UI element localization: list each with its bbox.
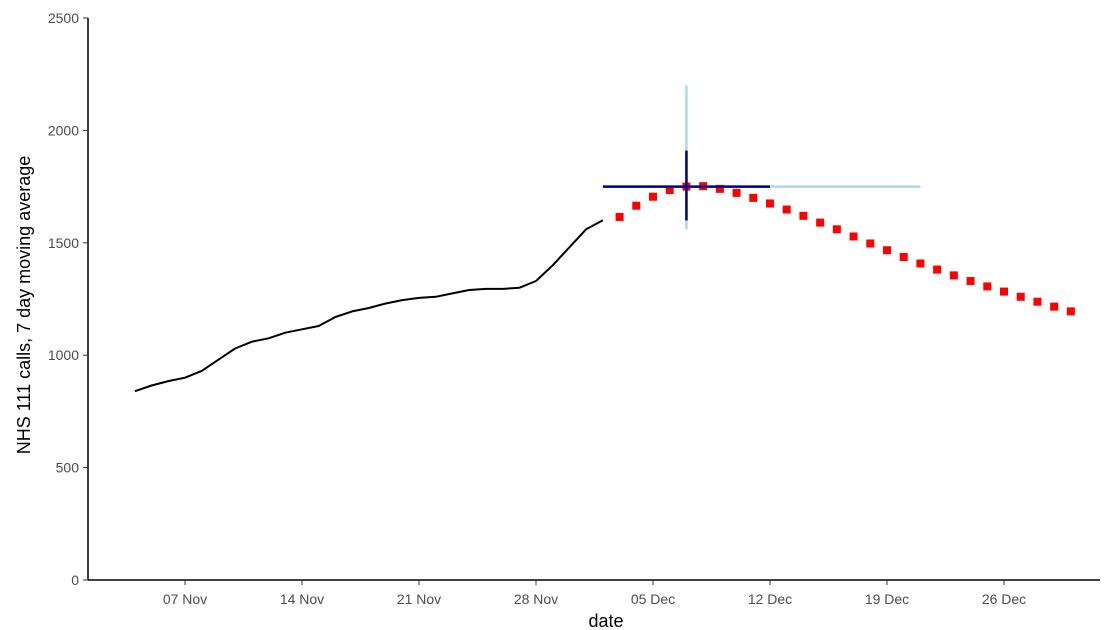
series-line-observed [134,219,604,393]
y-tick-label: 0 [71,572,79,588]
forecast-point [849,232,858,241]
y-tick-label: 2500 [48,10,79,26]
forecast-point [732,188,741,197]
y-tick-label: 2000 [48,122,79,138]
forecast-point [966,277,975,286]
forecast-point [1066,307,1075,316]
forecast-point [933,265,942,274]
y-tick-label: 1000 [48,347,79,363]
forecast-point [949,271,958,280]
y-tick-label: 1500 [48,235,79,251]
y-ticks: 0 500 1000 1500 2000 2500 [48,10,88,588]
forecast-point [866,239,875,248]
forecast-point [649,192,657,201]
forecast-point [799,211,808,220]
axes [87,18,1100,581]
forecast-point [899,252,908,261]
forecast-point [766,199,774,208]
forecast-point [816,218,825,227]
y-tick-label: 500 [56,460,80,476]
x-axis-title: date [588,611,623,630]
x-tick-label: 26 Dec [982,591,1026,607]
y-axis-title: NHS 111 calls, 7 day moving average [14,156,34,455]
forecast-point [916,259,925,268]
x-tick-label: 05 Dec [631,591,675,607]
forecast-point [665,185,674,194]
x-tick-label: 28 Nov [514,591,558,607]
forecast-point [983,282,992,291]
x-tick-label: 21 Nov [397,591,441,607]
error-crosses [602,85,921,230]
forecast-point [632,201,641,210]
x-tick-label: 19 Dec [865,591,909,607]
forecast-point [782,205,791,214]
forecast-point [1000,287,1008,296]
forecast-point [615,212,624,221]
forecast-point [832,225,841,234]
forecast-point [715,184,724,193]
forecast-point [883,246,891,255]
forecast-point [749,193,758,202]
x-tick-label: 12 Dec [748,591,792,607]
plot-area [134,182,1075,393]
x-tick-label: 07 Nov [163,591,207,607]
forecast-point [1033,297,1042,306]
x-ticks: 07 Nov 14 Nov 21 Nov 28 Nov 05 Dec 12 Dec 19 D… [163,580,1026,607]
x-tick-label: 14 Nov [280,591,324,607]
forecast-point [1016,292,1025,301]
forecast-point [1050,302,1059,311]
